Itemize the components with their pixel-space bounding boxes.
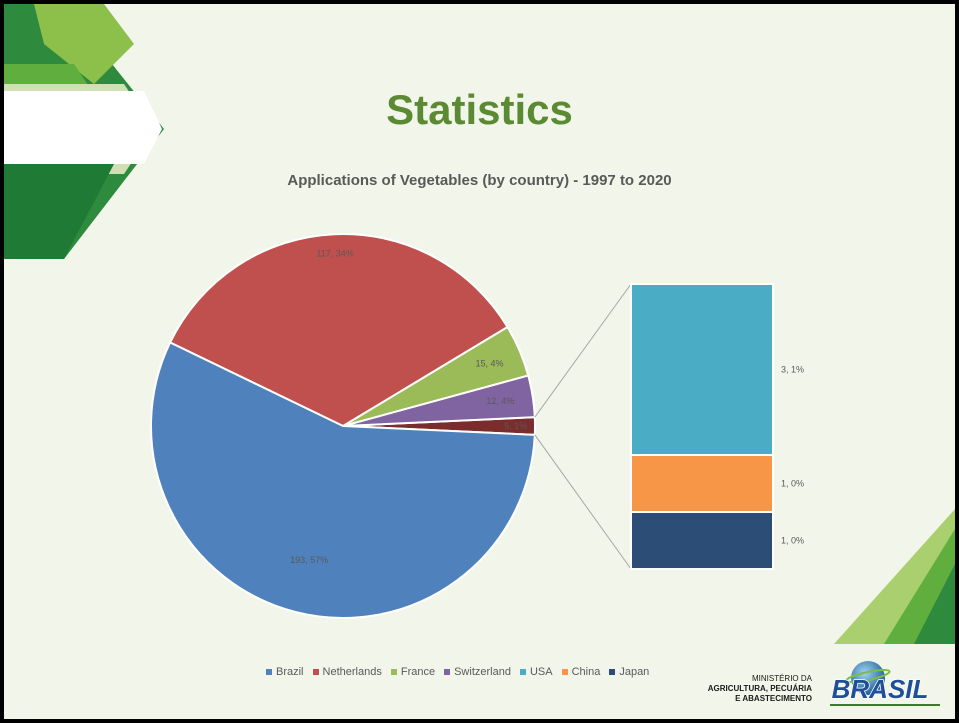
legend-item-china: China xyxy=(561,666,601,678)
ministry-line3: E ABASTECIMENTO xyxy=(735,694,812,703)
legend-swatch xyxy=(609,669,616,675)
data-label-brazil: 193, 57% xyxy=(290,555,328,565)
legend-swatch xyxy=(519,669,526,675)
chart-title: Applications of Vegetables (by country) … xyxy=(287,172,672,189)
svg-text:BRASIL: BRASIL xyxy=(832,674,929,704)
legend-label: Japan xyxy=(619,666,650,678)
legend-item-france: France xyxy=(390,666,436,678)
brasil-government-logo: BRASIL xyxy=(830,661,940,706)
legend-item-switzerland: Switzerland xyxy=(444,666,511,678)
data-label-usa: 3, 1% xyxy=(781,365,804,375)
pie-slice-brazil xyxy=(150,341,536,619)
bar-segment-usa xyxy=(630,283,774,456)
pie-slice-netherlands xyxy=(168,233,509,428)
legend-label: France xyxy=(400,666,436,678)
connector-line-bottom xyxy=(534,434,632,570)
slide-decoration xyxy=(4,4,955,644)
slide-title: Statistics xyxy=(386,86,573,133)
legend-label: USA xyxy=(529,666,553,678)
legend-swatch xyxy=(390,669,397,675)
bar-segment-china xyxy=(630,454,774,513)
legend-swatch xyxy=(444,669,451,675)
legend-swatch xyxy=(266,669,272,675)
legend-label: Switzerland xyxy=(454,666,511,678)
legend-label: Netherlands xyxy=(322,666,382,678)
data-label-china: 1, 0% xyxy=(781,479,804,489)
connector-line-top xyxy=(534,283,632,418)
legend-swatch xyxy=(312,669,319,675)
chart-legend: Brazil Netherlands France Switzerland US… xyxy=(266,666,649,678)
legend-label: China xyxy=(571,666,601,678)
slide: Statistics Applications of Vegetables (b… xyxy=(4,4,955,719)
data-label-netherlands: 117, 34% xyxy=(316,248,353,258)
chart-svg: 5, 1% 12, 4% 15, 4% 117, 34% 193, 57% 3, 1% 1,… xyxy=(150,233,804,619)
ministry-logo-text: MINISTÉRIO DA AGRICULTURA, PECUÁRIA E AB… xyxy=(672,674,812,704)
ministry-line1: MINISTÉRIO DA xyxy=(751,674,812,683)
data-label-japan: 1, 0% xyxy=(781,536,804,546)
legend-item-japan: Japan xyxy=(609,666,649,678)
legend-item-brazil: Brazil xyxy=(266,666,304,678)
ministry-line2: AGRICULTURA, PECUÁRIA xyxy=(707,684,812,693)
data-label-switzerland: 12, 4% xyxy=(486,396,514,406)
legend-item-usa: USA xyxy=(519,666,553,678)
data-label-france: 15, 4% xyxy=(475,358,503,368)
bar-segment-japan xyxy=(630,511,774,570)
legend-swatch xyxy=(561,669,568,675)
data-label-other: 5, 1% xyxy=(504,421,527,431)
legend-item-netherlands: Netherlands xyxy=(312,666,382,678)
legend-label: Brazil xyxy=(276,666,304,678)
